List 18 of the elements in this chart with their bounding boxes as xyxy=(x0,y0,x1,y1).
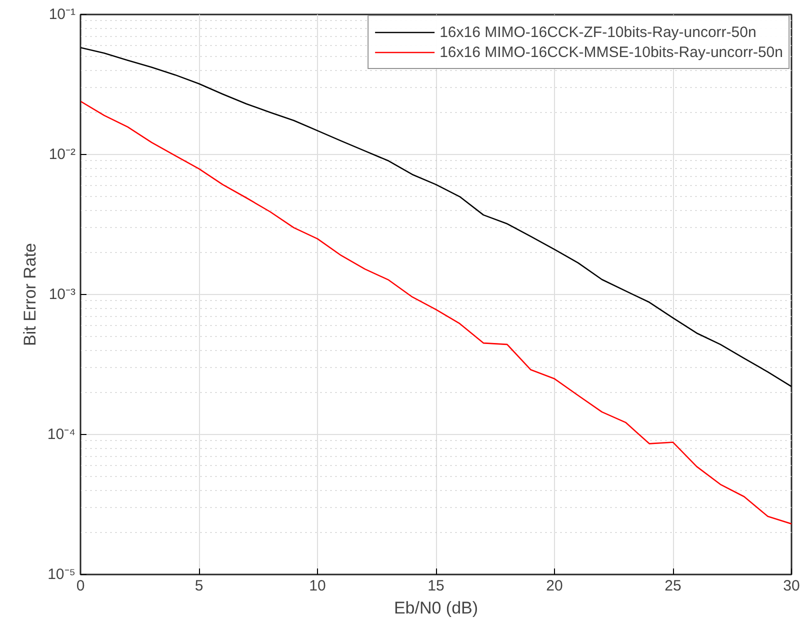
legend-label: 16x16 MIMO-16CCK-MMSE-10bits-Ray-uncorr-50n xyxy=(440,43,783,61)
legend-label: 16x16 MIMO-16CCK-ZF-10bits-Ray-uncorr-50n xyxy=(440,23,756,41)
x-tick-label: 30 xyxy=(783,578,800,594)
x-tick-label: 0 xyxy=(76,578,85,594)
line-series xyxy=(80,46,792,388)
y-tick-label: 10⁻⁴ xyxy=(47,426,76,443)
y-tick-label: 10⁻³ xyxy=(48,286,76,303)
y-tick-label: 10⁻² xyxy=(48,146,76,163)
y-axis-title: Bit Error Rate xyxy=(20,243,40,346)
x-tick-label: 10 xyxy=(309,578,326,594)
x-tick-label: 25 xyxy=(664,578,682,594)
x-tick-label: 5 xyxy=(194,578,204,594)
line-series xyxy=(80,100,792,525)
x-tick-label: 15 xyxy=(428,578,444,594)
x-axis-title: Eb/N0 (dB) xyxy=(394,598,478,618)
y-tick-label: 10⁻¹ xyxy=(48,6,76,23)
x-tick-label: 20 xyxy=(546,578,563,594)
y-tick-label: 10⁻⁵ xyxy=(48,566,76,583)
